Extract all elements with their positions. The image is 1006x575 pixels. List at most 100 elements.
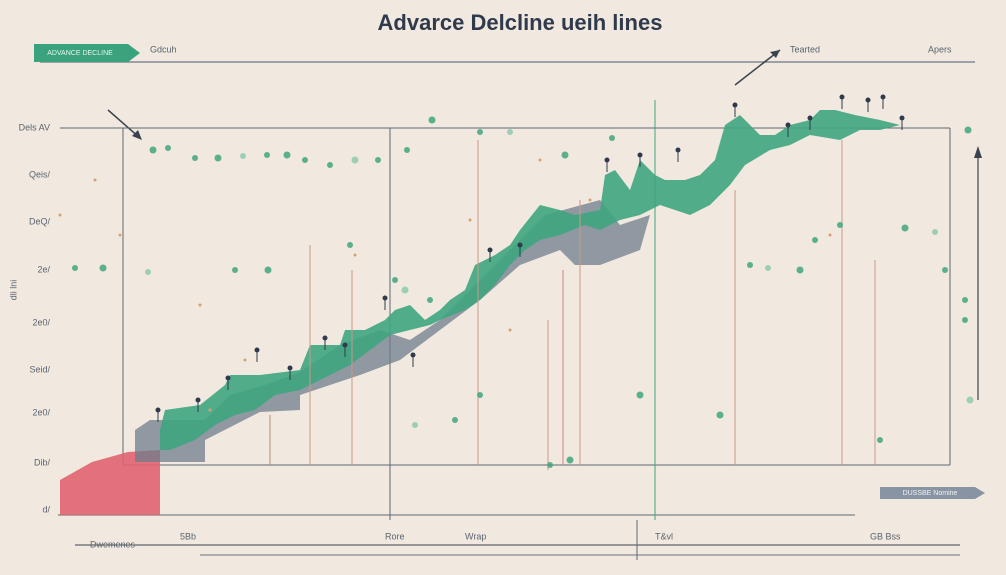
- dot: [837, 222, 843, 228]
- arrow: [734, 49, 781, 86]
- dot: [347, 242, 353, 248]
- badge: [880, 487, 985, 499]
- footer-label: Rore: [385, 531, 405, 541]
- dot: [375, 157, 381, 163]
- dot: [99, 264, 107, 272]
- tick-label: 2e0/: [32, 317, 50, 327]
- pin-head: [225, 375, 231, 381]
- pin-head: [839, 94, 845, 100]
- speck: [538, 158, 542, 162]
- footer-label: Wrap: [465, 531, 486, 541]
- dot: [401, 286, 409, 294]
- dot: [240, 153, 246, 159]
- dot: [264, 266, 272, 274]
- pin-head: [880, 94, 886, 100]
- dot: [412, 422, 418, 428]
- pin-head: [155, 407, 161, 413]
- dot: [232, 267, 238, 273]
- footer-label: 5Bb: [180, 531, 196, 541]
- speck: [243, 358, 247, 362]
- dot: [477, 129, 483, 135]
- arrow-head: [770, 50, 780, 58]
- dot: [392, 277, 398, 283]
- red-area: [60, 450, 160, 515]
- dot: [427, 297, 433, 303]
- dot: [547, 462, 553, 468]
- dot: [942, 267, 948, 273]
- speck: [93, 178, 97, 182]
- decorations: [58, 94, 974, 520]
- speck: [198, 303, 202, 307]
- dot: [428, 116, 436, 124]
- tick-label: 2e/: [37, 264, 50, 274]
- axis-label: dli lni: [8, 280, 18, 301]
- pin-head: [675, 147, 681, 153]
- pin-head: [342, 342, 348, 348]
- pin-head: [410, 352, 416, 358]
- pin-head: [807, 115, 813, 121]
- speck: [58, 213, 62, 217]
- green-area: [160, 110, 900, 450]
- speck: [118, 233, 122, 237]
- dot: [192, 155, 198, 161]
- title: Advarce Delcline ueih lines: [378, 10, 663, 35]
- note: Tearted: [790, 44, 820, 54]
- dot: [964, 126, 972, 134]
- dot: [283, 151, 291, 159]
- speck: [828, 233, 832, 237]
- dot: [747, 262, 753, 268]
- dot: [561, 151, 569, 159]
- pin-head: [195, 397, 201, 403]
- dot: [149, 146, 157, 154]
- dot: [264, 152, 270, 158]
- tag-badge: [34, 44, 140, 62]
- badge-text: DUSSBE Nomine: [903, 490, 958, 497]
- tick-label: Qeis/: [29, 169, 51, 179]
- tick-label: DeQ/: [29, 216, 51, 226]
- dot: [302, 157, 308, 163]
- dot: [327, 162, 333, 168]
- tick-label: Dels AV: [19, 122, 50, 132]
- pin-head: [785, 122, 791, 128]
- pin-head: [287, 365, 293, 371]
- pin-head: [732, 102, 738, 108]
- tick-label: Seid/: [29, 364, 50, 374]
- dot: [351, 156, 359, 164]
- pin-head: [899, 115, 905, 121]
- dot: [901, 224, 909, 232]
- tick-label: d/: [42, 504, 50, 514]
- dot: [214, 154, 222, 162]
- legend-text: Dwemenes: [90, 539, 136, 549]
- arrow-head: [974, 146, 982, 158]
- dot: [477, 392, 483, 398]
- tick-label: 2e0/: [32, 407, 50, 417]
- dot: [932, 229, 938, 235]
- dot: [962, 297, 968, 303]
- dot: [452, 417, 458, 423]
- dot: [765, 265, 771, 271]
- pin-head: [322, 335, 328, 341]
- dot: [966, 396, 974, 404]
- speck: [508, 328, 512, 332]
- pin-head: [487, 247, 493, 253]
- speck: [208, 408, 212, 412]
- dot: [812, 237, 818, 243]
- footer-labels: 5Bb Rore Wrap T&vl GB Bss: [180, 531, 901, 541]
- footer-label: GB Bss: [870, 531, 901, 541]
- tick-labels: Dels AV Qeis/DeQ/2e/2e0/Seid/2e0/Dib/d/: [19, 122, 51, 514]
- speck: [353, 253, 357, 257]
- dot: [566, 456, 574, 464]
- dot: [962, 317, 968, 323]
- dot: [796, 266, 804, 274]
- tag-text: ADVANCE DECLINE: [47, 50, 113, 57]
- dot: [72, 265, 78, 271]
- pin-head: [254, 347, 260, 353]
- dot: [404, 147, 410, 153]
- dot: [877, 437, 883, 443]
- pin-head: [517, 242, 523, 248]
- tick-label: Dib/: [34, 457, 51, 467]
- note: Apers: [928, 44, 952, 54]
